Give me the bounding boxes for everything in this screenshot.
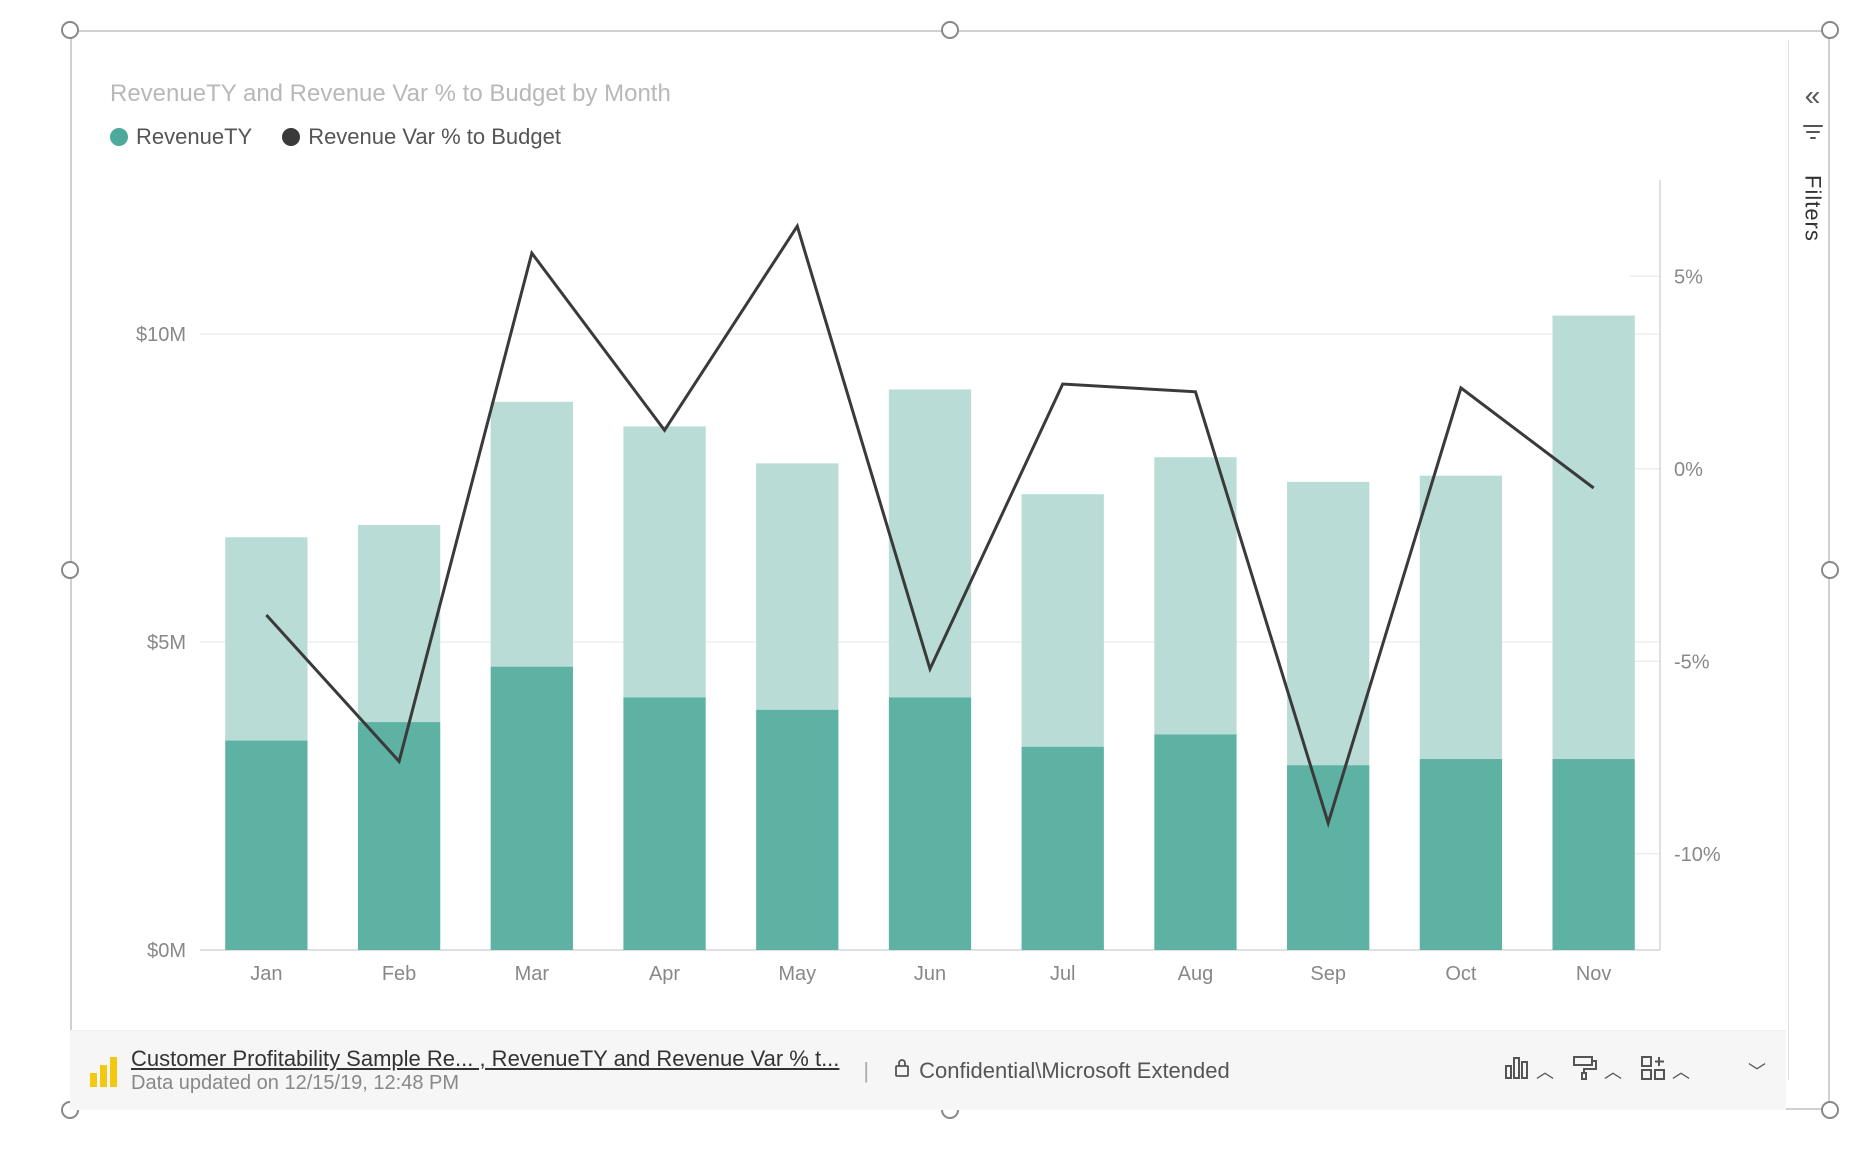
bar-top[interactable] [623, 426, 705, 697]
resize-handle-tl[interactable] [61, 21, 79, 39]
chart-title: RevenueTY and Revenue Var % to Budget by… [110, 80, 1750, 108]
legend-label-revenuety: RevenueTY [136, 124, 252, 150]
y-left-tick-label: $10M [136, 324, 186, 346]
x-tick-label: Oct [1445, 963, 1477, 985]
bar-bottom[interactable] [1022, 747, 1104, 950]
x-tick-label: Sep [1310, 963, 1346, 985]
resize-handle-tc[interactable] [941, 21, 959, 39]
data-updated-label: Data updated on 12/15/19, 12:48 PM [131, 1072, 839, 1095]
y-right-tick-label: 0% [1674, 459, 1703, 481]
resize-handle-ml[interactable] [61, 561, 79, 579]
sensitivity-label: Confidential\Microsoft Extended [919, 1058, 1230, 1084]
x-tick-label: Jan [250, 963, 282, 985]
chevron-up-icon: ︿ [1672, 1058, 1690, 1084]
visual-type-button[interactable]: ︿ [1504, 1056, 1554, 1086]
y-right-tick-label: 5% [1674, 266, 1703, 288]
bar-top[interactable] [1022, 494, 1104, 747]
bar-top[interactable] [1420, 476, 1502, 759]
chart-legend: RevenueTY Revenue Var % to Budget [110, 124, 1750, 150]
expand-filters-icon[interactable]: « [1789, 40, 1836, 112]
expand-panel-button[interactable]: ﹀ [1748, 1058, 1766, 1084]
bar-bottom[interactable] [1287, 765, 1369, 950]
chevron-up-icon: ︿ [1536, 1058, 1554, 1084]
legend-item-variance[interactable]: Revenue Var % to Budget [282, 124, 561, 150]
bar-bottom[interactable] [623, 697, 705, 950]
x-tick-label: Feb [382, 963, 416, 985]
bar-bottom[interactable] [1420, 759, 1502, 950]
bar-bottom[interactable] [889, 697, 971, 950]
chevron-down-icon: ﹀ [1748, 1058, 1766, 1084]
chevron-up-icon: ︿ [1604, 1058, 1622, 1084]
resize-handle-tr[interactable] [1821, 21, 1839, 39]
bar-bottom[interactable] [225, 741, 307, 950]
lock-icon [893, 1058, 911, 1084]
bar-top[interactable] [756, 463, 838, 709]
x-tick-label: Jun [914, 963, 946, 985]
bar-top[interactable] [225, 537, 307, 740]
footer-separator: | [863, 1058, 869, 1084]
bar-bottom[interactable] [1154, 734, 1236, 950]
bar-top[interactable] [1287, 482, 1369, 765]
paint-roller-icon [1572, 1055, 1598, 1087]
bar-top[interactable] [1154, 457, 1236, 734]
combo-chart-visual[interactable]: RevenueTY and Revenue Var % to Budget by… [110, 80, 1750, 1040]
legend-swatch-revenuety [110, 128, 128, 146]
y-left-tick-label: $0M [147, 940, 186, 962]
format-button[interactable]: ︿ [1572, 1055, 1622, 1087]
bar-bottom[interactable] [491, 667, 573, 950]
resize-handle-br[interactable] [1821, 1101, 1839, 1119]
fields-button[interactable]: ︿ [1640, 1055, 1690, 1087]
footer-bar: Customer Profitability Sample Re... , Re… [70, 1030, 1786, 1110]
y-left-tick-label: $5M [147, 632, 186, 654]
filters-icon [1789, 124, 1836, 145]
powerbi-logo-icon [90, 1055, 117, 1087]
x-tick-label: Nov [1576, 963, 1612, 985]
filters-panel[interactable]: « Filters [1788, 40, 1836, 1080]
x-tick-label: Apr [649, 963, 680, 985]
bar-bottom[interactable] [756, 710, 838, 950]
x-tick-label: Jul [1050, 963, 1076, 985]
bar-top[interactable] [889, 389, 971, 697]
bar-bottom[interactable] [1552, 759, 1634, 950]
chart-plot-area[interactable]: $0M $5M $10M -10% -5% 0% 5% Jan Feb Mar Apr May Jun J… [110, 160, 1750, 1000]
grid-plus-icon [1640, 1055, 1666, 1087]
y-right-tick-label: -5% [1674, 651, 1710, 673]
y-right-tick-label: -10% [1674, 844, 1721, 866]
x-tick-label: Mar [515, 963, 550, 985]
bar-top[interactable] [1552, 316, 1634, 760]
legend-swatch-variance [282, 128, 300, 146]
breadcrumb-link[interactable]: Customer Profitability Sample Re... , Re… [131, 1046, 839, 1072]
bar-top[interactable] [491, 402, 573, 667]
legend-item-revenuety[interactable]: RevenueTY [110, 124, 252, 150]
x-tick-label: Aug [1178, 963, 1214, 985]
bar-chart-icon [1504, 1056, 1530, 1086]
bar-top[interactable] [358, 525, 440, 722]
filters-label: Filters [1800, 175, 1826, 242]
legend-label-variance: Revenue Var % to Budget [308, 124, 561, 150]
x-tick-label: May [778, 963, 816, 985]
